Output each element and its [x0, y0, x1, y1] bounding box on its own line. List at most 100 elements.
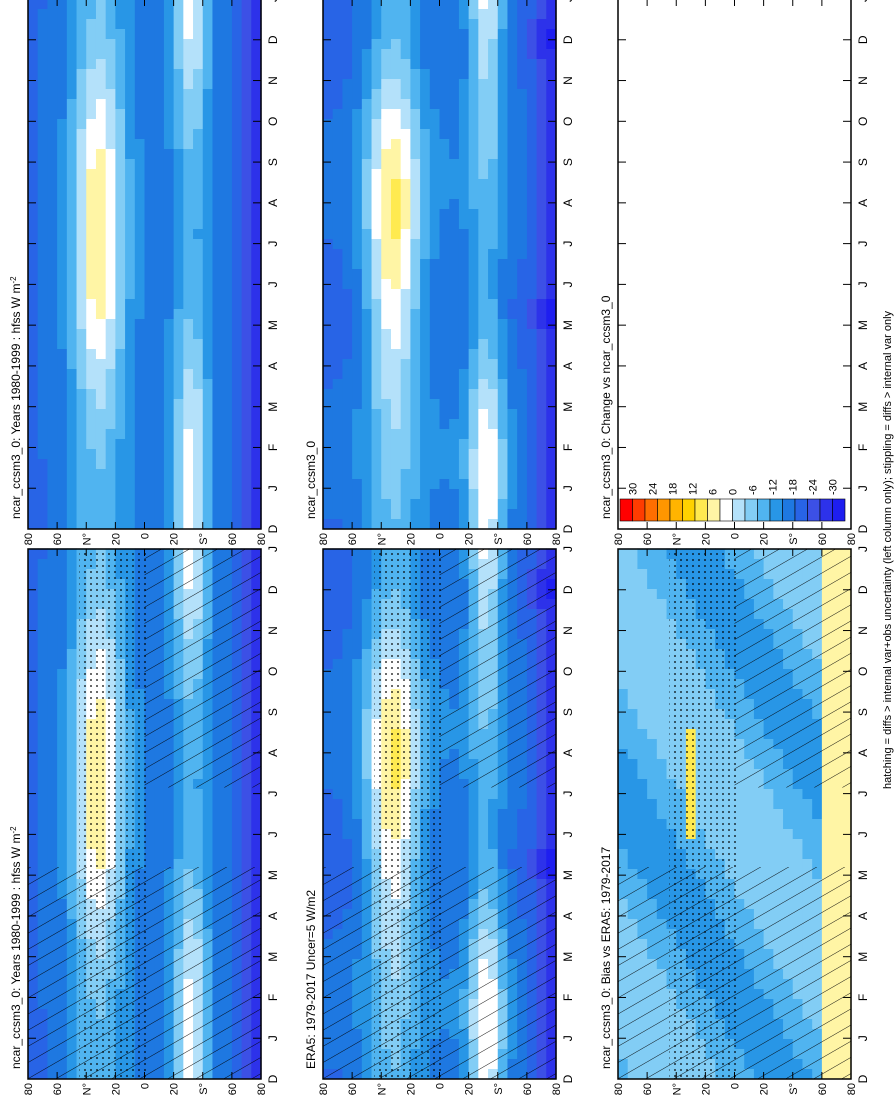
heatmap-cell: [497, 418, 509, 429]
heatmap-cell: [144, 448, 155, 459]
heatmap-cell: [66, 658, 78, 669]
heatmap-cell: [478, 248, 489, 259]
heatmap-cell: [222, 178, 233, 189]
heatmap-cell: [193, 278, 204, 289]
heatmap-cell: [526, 488, 538, 499]
heatmap-cell: [47, 648, 58, 659]
heatmap-cell: [173, 118, 184, 129]
heatmap-cell: [488, 168, 499, 179]
heatmap-cell: [115, 498, 126, 509]
heatmap-cell: [47, 188, 58, 199]
heatmap-cell: [323, 468, 334, 479]
heatmap-cell: [28, 398, 39, 409]
heatmap-cell: [163, 98, 175, 109]
heatmap-cell: [507, 808, 518, 819]
heatmap-cell: [468, 318, 479, 329]
heatmap-cell: [361, 208, 373, 219]
y-tick-label: 80: [551, 1083, 563, 1095]
heatmap-cell: [526, 288, 538, 299]
heatmap-cell: [202, 298, 214, 309]
heatmap-cell: [95, 298, 107, 309]
heatmap-cell: [154, 118, 165, 129]
heatmap-cell: [371, 508, 382, 519]
heatmap-cell: [381, 248, 392, 259]
heatmap-cell: [241, 318, 252, 329]
heatmap-cell: [468, 288, 479, 299]
heatmap-cell: [400, 318, 411, 329]
heatmap-cell: [458, 268, 470, 279]
heatmap-cell: [526, 508, 538, 519]
heatmap-cell: [57, 668, 68, 679]
heatmap-cell: [66, 48, 78, 59]
heatmap-cell: [361, 258, 373, 269]
heatmap-cell: [183, 468, 194, 479]
heatmap-cell: [420, 428, 431, 439]
heatmap-cell: [76, 48, 87, 59]
heatmap-cell: [352, 508, 363, 519]
heatmap-cell: [231, 458, 243, 469]
heatmap-cell: [488, 258, 499, 269]
heatmap-cell: [342, 498, 353, 509]
heatmap-cell: [222, 828, 233, 839]
heatmap-cell: [251, 498, 262, 509]
heatmap-cell: [241, 238, 252, 249]
heatmap-cell: [57, 198, 68, 209]
heatmap-cell: [57, 688, 68, 699]
heatmap-cell: [47, 378, 58, 389]
heatmap-cell: [37, 518, 49, 529]
heatmap-cell: [144, 498, 155, 509]
heatmap-cell: [105, 158, 116, 169]
heatmap-cell: [193, 148, 204, 159]
heatmap-cell: [154, 168, 165, 179]
heatmap-cell: [468, 458, 479, 469]
heatmap-cell: [241, 208, 252, 219]
heatmap-cell: [28, 118, 39, 129]
heatmap-cell: [332, 658, 344, 669]
heatmap-cell: [241, 448, 252, 459]
heatmap-cell: [488, 428, 499, 439]
heatmap-cell: [361, 678, 373, 689]
heatmap-cell: [429, 228, 441, 239]
heatmap-cell: [488, 198, 499, 209]
heatmap-cell: [37, 588, 49, 599]
heatmap-cell: [546, 408, 557, 419]
heatmap-cell: [222, 0, 233, 9]
heatmap-cell: [507, 228, 518, 239]
heatmap-cell: [193, 438, 204, 449]
heatmap-cell: [371, 398, 382, 409]
heatmap-cell: [125, 338, 136, 349]
heatmap-cell: [202, 138, 214, 149]
heatmap-cell: [57, 718, 68, 729]
heatmap-cell: [193, 818, 204, 829]
y-tick-label: N°: [81, 1083, 93, 1095]
heatmap-cell: [332, 818, 344, 829]
heatmap-cell: [536, 468, 547, 479]
heatmap-cell: [536, 408, 547, 419]
heatmap-cell: [47, 208, 58, 219]
heatmap-cell: [28, 268, 39, 279]
heatmap-cell: [468, 508, 479, 519]
heatmap-cell: [352, 768, 363, 779]
heatmap-cell: [95, 468, 107, 479]
heatmap-cell: [352, 288, 363, 299]
heatmap-cell: [361, 768, 373, 779]
panel-title: ncar_ccsm3_0: Years 1980-1999 : hfss W m…: [9, 826, 24, 1069]
heatmap-cell: [458, 228, 470, 239]
heatmap-cell: [342, 428, 353, 439]
heatmap-cell: [546, 828, 557, 839]
heatmap-cell: [342, 258, 353, 269]
heatmap-cell: [371, 478, 382, 489]
heatmap-cell: [458, 478, 470, 489]
heatmap-cell: [497, 438, 509, 449]
heatmap-cell: [163, 58, 175, 69]
heatmap-cell: [47, 568, 58, 579]
heatmap-cell: [400, 508, 411, 519]
heatmap-cell: [66, 88, 78, 99]
heatmap-cell: [323, 578, 334, 589]
heatmap-cell: [352, 798, 363, 809]
heatmap-cell: [468, 838, 479, 849]
heatmap-cell: [449, 508, 460, 519]
heatmap-cell: [37, 448, 49, 459]
heatmap-cell: [222, 298, 233, 309]
heatmap-cell: [497, 518, 509, 529]
